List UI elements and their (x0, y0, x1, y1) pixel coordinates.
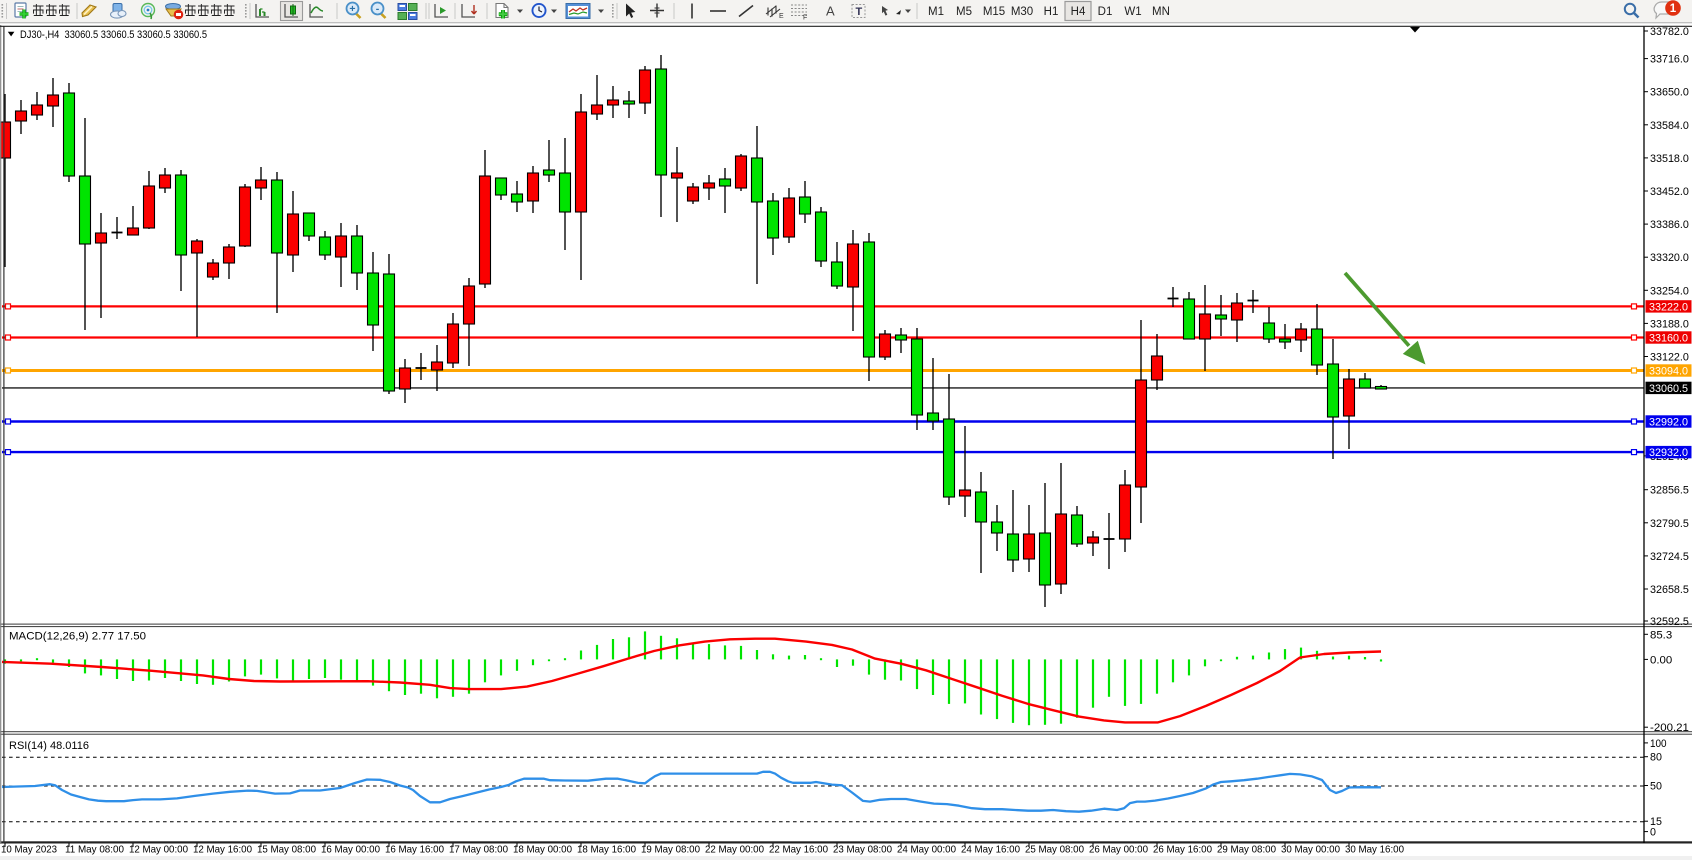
svg-text:H4: H4 (1071, 6, 1086, 18)
svg-text:32992.0: 32992.0 (1649, 417, 1688, 429)
svg-text:F: F (803, 15, 807, 22)
svg-text:RSI(14) 48.0116: RSI(14) 48.0116 (9, 740, 89, 752)
svg-text:33584.0: 33584.0 (1650, 120, 1689, 132)
svg-text:W1: W1 (1124, 6, 1141, 18)
svg-text:30 May 16:00: 30 May 16:00 (1345, 845, 1404, 856)
svg-text:32790.5: 32790.5 (1650, 518, 1689, 530)
svg-text:24 May 16:00: 24 May 16:00 (961, 845, 1020, 856)
svg-text:22 May 00:00: 22 May 00:00 (705, 845, 764, 856)
svg-text:22 May 16:00: 22 May 16:00 (769, 845, 828, 856)
svg-text:+: + (349, 3, 355, 15)
svg-text:M1: M1 (928, 6, 944, 18)
svg-text:M5: M5 (956, 6, 972, 18)
svg-text:0.00: 0.00 (1650, 654, 1672, 666)
svg-text:18 May 16:00: 18 May 16:00 (577, 845, 636, 856)
svg-text:-200.21: -200.21 (1650, 722, 1689, 734)
svg-text:24 May 00:00: 24 May 00:00 (897, 845, 956, 856)
svg-text:32724.5: 32724.5 (1650, 551, 1689, 563)
svg-text:29 May 08:00: 29 May 08:00 (1217, 845, 1276, 856)
svg-text:33222.0: 33222.0 (1649, 301, 1688, 313)
svg-text:12 May 16:00: 12 May 16:00 (193, 845, 252, 856)
svg-text:33254.0: 33254.0 (1650, 285, 1689, 297)
svg-text:11 May 08:00: 11 May 08:00 (65, 845, 124, 856)
svg-text:33782.0: 33782.0 (1650, 26, 1689, 38)
svg-text:33160.0: 33160.0 (1649, 333, 1688, 345)
svg-text:33122.0: 33122.0 (1650, 352, 1689, 364)
svg-text:-: - (376, 3, 380, 15)
svg-text:A: A (826, 4, 835, 19)
svg-text:32856.5: 32856.5 (1650, 485, 1689, 497)
svg-text:33650.0: 33650.0 (1650, 87, 1689, 99)
svg-text:DJ30-,H4 33060.5 33060.5 3306: DJ30-,H4 33060.5 33060.5 33060.5 33060.5 (20, 29, 207, 41)
svg-text:80: 80 (1650, 752, 1662, 764)
svg-text:MACD(12,26,9) 2.77 17.50: MACD(12,26,9) 2.77 17.50 (9, 631, 146, 643)
svg-text:85.3: 85.3 (1650, 629, 1672, 641)
svg-text:33518.0: 33518.0 (1650, 153, 1689, 165)
svg-text:25 May 08:00: 25 May 08:00 (1025, 845, 1084, 856)
svg-text:15 May 08:00: 15 May 08:00 (257, 845, 316, 856)
svg-text:M15: M15 (983, 6, 1005, 18)
svg-text:H1: H1 (1044, 6, 1059, 18)
svg-text:33060.5: 33060.5 (1649, 383, 1688, 395)
svg-text:12 May 00:00: 12 May 00:00 (129, 845, 188, 856)
svg-text:T: T (856, 6, 863, 18)
svg-text:33452.0: 33452.0 (1650, 186, 1689, 198)
svg-text:M30: M30 (1011, 6, 1033, 18)
svg-text:32658.5: 32658.5 (1650, 584, 1689, 596)
svg-text:26 May 16:00: 26 May 16:00 (1153, 845, 1212, 856)
svg-text:18 May 00:00: 18 May 00:00 (513, 845, 572, 856)
svg-text:100: 100 (1650, 738, 1667, 750)
svg-text:19 May 08:00: 19 May 08:00 (641, 845, 700, 856)
svg-text:26 May 00:00: 26 May 00:00 (1089, 845, 1148, 856)
svg-text:32932.0: 32932.0 (1649, 447, 1688, 459)
svg-text:23 May 08:00: 23 May 08:00 (833, 845, 892, 856)
svg-text:0: 0 (1650, 827, 1656, 839)
svg-text:33320.0: 33320.0 (1650, 252, 1689, 264)
svg-text:33094.0: 33094.0 (1649, 366, 1688, 378)
svg-text:15: 15 (1650, 816, 1662, 828)
svg-text:D1: D1 (1098, 6, 1113, 18)
svg-text:30 May 00:00: 30 May 00:00 (1281, 845, 1340, 856)
svg-text:E: E (779, 13, 784, 20)
svg-text:33716.0: 33716.0 (1650, 54, 1689, 66)
svg-text:16 May 16:00: 16 May 16:00 (385, 845, 444, 856)
svg-text:33188.0: 33188.0 (1650, 318, 1689, 330)
svg-text:10 May 2023: 10 May 2023 (1, 845, 57, 856)
svg-text:17 May 08:00: 17 May 08:00 (449, 845, 508, 856)
svg-text:33386.0: 33386.0 (1650, 219, 1689, 231)
svg-text:16 May 00:00: 16 May 00:00 (321, 845, 380, 856)
svg-text:50: 50 (1650, 781, 1662, 793)
svg-text:MN: MN (1152, 6, 1170, 18)
svg-text:1: 1 (1670, 3, 1677, 15)
svg-text:32592.5: 32592.5 (1650, 616, 1689, 628)
